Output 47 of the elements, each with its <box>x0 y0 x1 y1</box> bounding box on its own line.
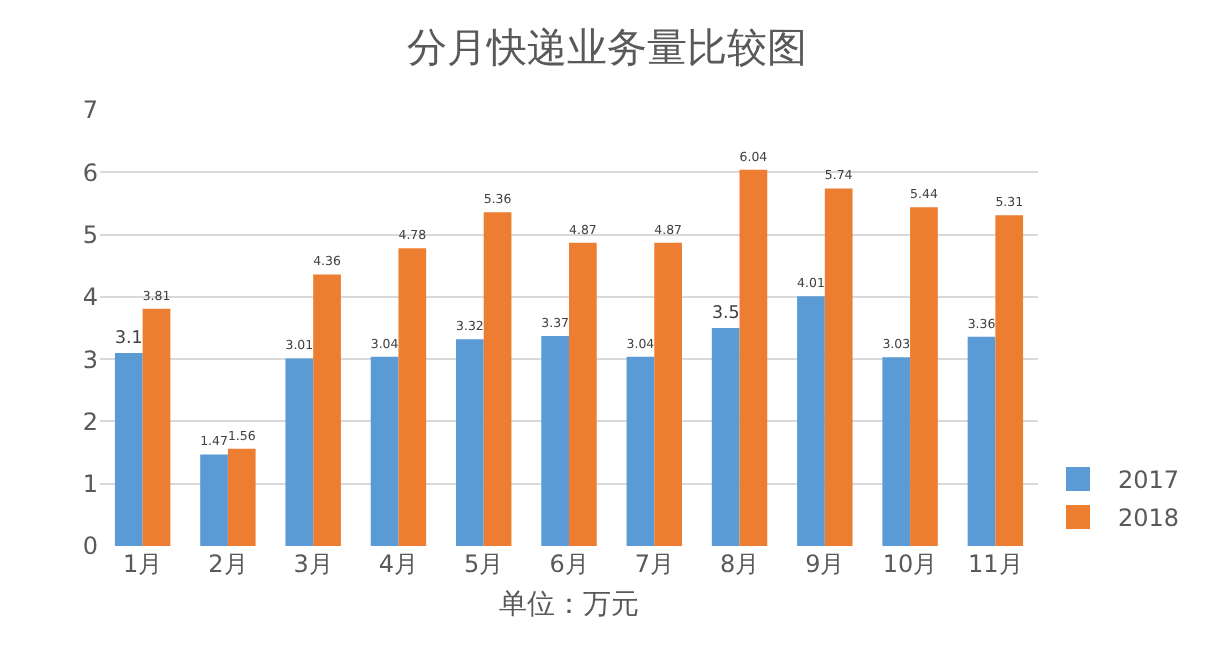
x-tick-label: 6月 <box>549 550 589 578</box>
bar <box>114 352 143 546</box>
x-tick-label: 7月 <box>634 550 674 578</box>
y-tick-label: 6 <box>82 158 98 187</box>
bar <box>227 448 256 546</box>
x-tick-label: 9月 <box>805 550 845 578</box>
bar <box>739 169 768 546</box>
bar <box>142 308 171 546</box>
bar <box>626 356 655 546</box>
bar <box>910 207 938 546</box>
bar <box>797 296 825 546</box>
bar <box>995 215 1024 546</box>
y-tick-label: 5 <box>82 220 98 249</box>
bar <box>824 188 853 546</box>
y-tick-label: 1 <box>82 470 98 499</box>
x-axis-title: 单位：万元 <box>499 588 639 621</box>
legend-label: 2018 <box>1118 504 1180 533</box>
y-tick-label: 0 <box>82 532 98 561</box>
bar <box>313 274 341 546</box>
x-tick-label: 1月 <box>123 550 163 578</box>
bar <box>200 454 228 546</box>
x-tick-label: 11月 <box>968 550 1023 578</box>
x-tick-label: 3月 <box>293 550 333 578</box>
x-tick-label: 4月 <box>378 550 419 578</box>
y-tick-label: 2 <box>82 407 98 436</box>
bar <box>967 336 996 546</box>
x-tick-label: 5月 <box>464 550 504 578</box>
data-label: 3.1 <box>114 328 143 349</box>
bar <box>654 242 682 546</box>
bar <box>456 339 484 546</box>
x-tick-label: 10月 <box>882 550 938 578</box>
bar <box>285 358 314 546</box>
data-label: 3.5 <box>711 303 740 324</box>
y-tick-label: 3 <box>82 345 98 374</box>
y-tick-label: 4 <box>82 283 98 312</box>
bar <box>882 357 911 546</box>
bar <box>569 242 597 546</box>
legend-label: 2017 <box>1118 466 1180 495</box>
x-tick-label: 2月 <box>208 550 248 578</box>
bar <box>398 248 427 546</box>
bar <box>711 328 740 546</box>
bar <box>370 356 399 546</box>
y-tick-label: 7 <box>82 96 98 125</box>
bar <box>541 336 569 546</box>
chart-title: 分月快递业务量比较图 <box>407 23 807 72</box>
x-tick-label: 8月 <box>719 550 760 578</box>
bar <box>483 212 512 546</box>
